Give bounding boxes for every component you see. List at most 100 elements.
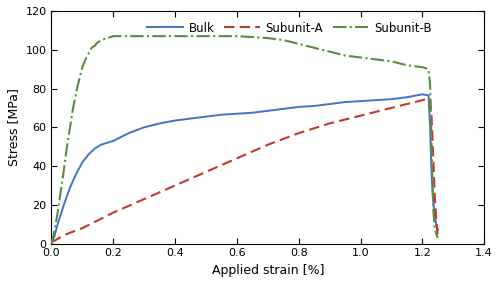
Subunit-B xyxy=(434,232,440,236)
Bulk xyxy=(234,112,240,115)
Subunit-B xyxy=(172,34,178,38)
Line: Bulk: Bulk xyxy=(52,94,438,244)
Bulk xyxy=(61,203,67,206)
Subunit-A xyxy=(172,184,178,187)
Subunit-A xyxy=(265,143,271,147)
Subunit-B xyxy=(265,36,271,40)
Subunit-B xyxy=(234,34,240,38)
Bulk xyxy=(86,153,91,156)
Bulk xyxy=(432,215,438,218)
Bulk xyxy=(404,95,410,99)
Subunit-A xyxy=(234,156,240,160)
Subunit-B xyxy=(54,211,60,214)
Bulk xyxy=(52,234,58,238)
Subunit-A xyxy=(358,114,364,117)
Subunit-B xyxy=(73,91,79,94)
Bulk xyxy=(342,100,348,104)
Bulk xyxy=(110,139,116,143)
Bulk xyxy=(311,104,317,108)
Bulk xyxy=(188,117,194,120)
Subunit-B xyxy=(58,190,64,193)
Subunit-B xyxy=(388,60,394,63)
Subunit-B xyxy=(141,34,147,38)
Subunit-B xyxy=(358,56,364,59)
Subunit-B xyxy=(95,40,101,44)
Bulk xyxy=(373,99,379,102)
Subunit-B xyxy=(92,44,98,47)
Subunit-B xyxy=(82,58,88,61)
Subunit-A xyxy=(54,237,60,241)
Bulk xyxy=(435,228,441,232)
Line: Subunit-A: Subunit-A xyxy=(52,98,438,242)
Subunit-B xyxy=(311,46,317,49)
Bulk xyxy=(126,131,132,135)
Subunit-A xyxy=(326,122,332,125)
Subunit-B xyxy=(52,228,58,232)
Subunit-B xyxy=(326,50,332,53)
Subunit-B xyxy=(428,145,434,148)
Bulk xyxy=(388,97,394,101)
Subunit-B xyxy=(435,236,441,239)
Subunit-A xyxy=(64,232,70,236)
Subunit-A xyxy=(95,219,101,222)
Subunit-B xyxy=(67,126,73,129)
Subunit-A xyxy=(80,226,86,230)
Subunit-A xyxy=(296,131,302,135)
Bulk xyxy=(358,99,364,103)
Subunit-A xyxy=(48,240,54,243)
Subunit-B xyxy=(280,38,286,42)
Bulk xyxy=(141,126,147,129)
Subunit-A xyxy=(426,97,432,100)
Subunit-B xyxy=(126,34,132,38)
Y-axis label: Stress [MPa]: Stress [MPa] xyxy=(7,88,20,166)
Bulk xyxy=(434,223,440,226)
Bulk xyxy=(104,141,110,145)
Bulk xyxy=(280,107,286,110)
Subunit-B xyxy=(427,83,433,86)
Subunit-B xyxy=(70,106,76,110)
Subunit-B xyxy=(426,67,432,71)
Subunit-B xyxy=(88,46,94,49)
Subunit-B xyxy=(61,168,67,172)
Subunit-A xyxy=(428,116,434,119)
Subunit-B xyxy=(86,52,91,55)
Subunit-B xyxy=(64,145,70,148)
Bulk xyxy=(427,126,433,129)
Subunit-B xyxy=(342,54,348,57)
Bulk xyxy=(250,111,256,114)
Subunit-B xyxy=(432,226,438,230)
Bulk xyxy=(92,147,98,150)
Subunit-A xyxy=(430,155,436,158)
Bulk xyxy=(80,160,86,164)
Subunit-B xyxy=(404,64,410,67)
Bulk xyxy=(54,223,60,226)
Bulk xyxy=(73,172,79,176)
Bulk xyxy=(326,102,332,106)
Bulk xyxy=(172,119,178,122)
Subunit-B xyxy=(76,77,82,81)
Subunit-B xyxy=(80,66,86,69)
X-axis label: Applied strain [%]: Applied strain [%] xyxy=(212,264,324,277)
Subunit-A xyxy=(427,99,433,102)
Bulk xyxy=(156,122,162,125)
Subunit-A xyxy=(434,219,440,222)
Subunit-A xyxy=(110,211,116,214)
Subunit-B xyxy=(420,66,426,69)
Subunit-A xyxy=(420,99,426,102)
Subunit-A xyxy=(388,106,394,110)
Bulk xyxy=(67,186,73,189)
Bulk xyxy=(430,199,436,203)
Subunit-A xyxy=(432,193,438,197)
Legend: Bulk, Subunit-A, Subunit-B: Bulk, Subunit-A, Subunit-B xyxy=(143,17,436,39)
Bulk xyxy=(98,143,104,147)
Subunit-B xyxy=(48,242,54,245)
Subunit-B xyxy=(101,37,107,41)
Subunit-A xyxy=(52,239,58,243)
Subunit-B xyxy=(98,39,104,43)
Subunit-B xyxy=(373,58,379,61)
Subunit-A xyxy=(435,236,441,239)
Subunit-B xyxy=(430,207,436,210)
Bulk xyxy=(203,115,209,118)
Bulk xyxy=(218,113,224,116)
Subunit-A xyxy=(141,197,147,201)
